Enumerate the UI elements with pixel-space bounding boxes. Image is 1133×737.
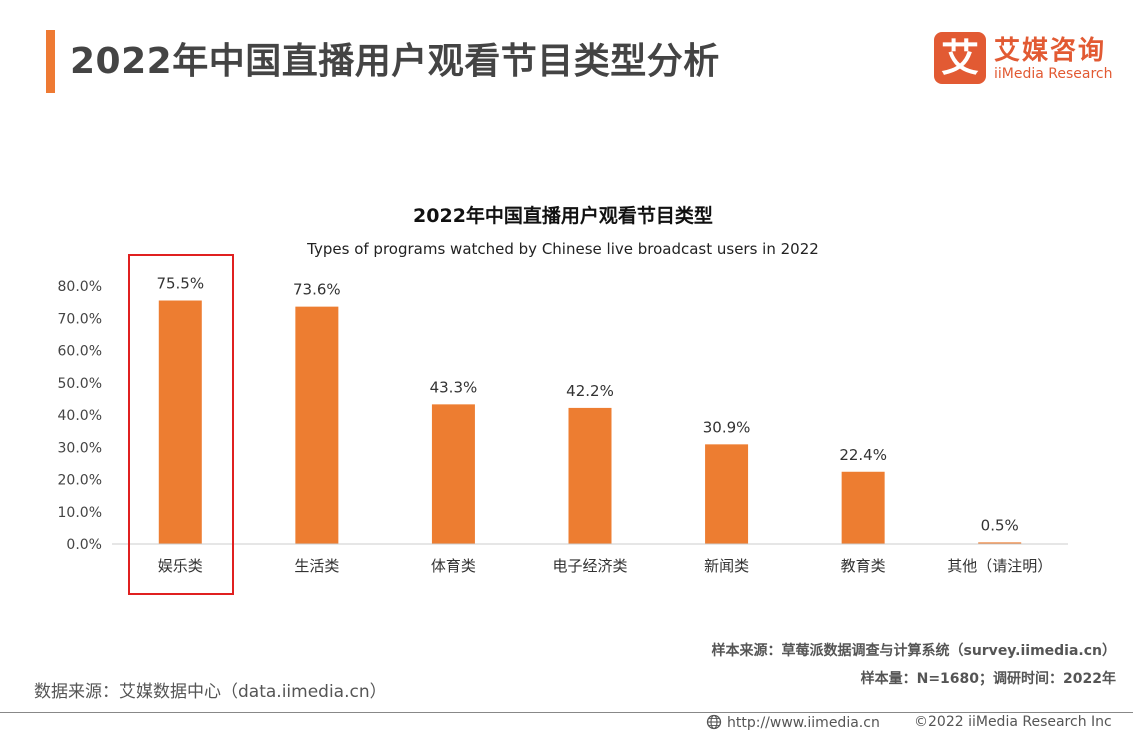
value-label: 30.9%: [703, 418, 751, 436]
category-label: 娱乐类: [158, 557, 203, 575]
bar: [705, 444, 749, 544]
iimedia-logo: 艾 艾媒咨询 iiMedia Research: [934, 30, 1124, 86]
y-tick-label: 60.0%: [58, 344, 102, 360]
footer-copyright: ©2022 iiMedia Research Inc: [914, 714, 1112, 730]
y-tick-label: 30.0%: [58, 440, 102, 456]
category-label: 其他（请注明）: [947, 557, 1052, 575]
x-axis: 娱乐类 生活类 体育类 电子经济类 新闻类 教育类 其他（请注明）: [158, 557, 1052, 575]
bar: [431, 404, 475, 544]
category-label: 体育类: [431, 557, 476, 575]
value-label: 73.6%: [293, 281, 341, 299]
sample-size: 样本量：N=1680；调研时间：2022年: [860, 671, 1116, 687]
data-source: 数据来源：艾媒数据中心（data.iimedia.cn）: [34, 682, 387, 702]
y-tick-label: 20.0%: [58, 473, 102, 489]
logo-mark: 艾: [934, 32, 986, 84]
y-axis: 0.0% 10.0% 20.0% 30.0% 40.0% 50.0% 60.0% 70.0% 8…: [58, 279, 102, 553]
footer-divider: [0, 712, 1133, 713]
y-tick-label: 0.0%: [66, 537, 102, 553]
value-label: 42.2%: [566, 382, 614, 400]
bar-chart: 2022年中国直播用户观看节目类型 Types of programs watc…: [58, 204, 1068, 575]
bar: [568, 407, 612, 544]
bar: [978, 542, 1022, 544]
y-tick-label: 10.0%: [58, 505, 102, 521]
y-tick-label: 80.0%: [58, 279, 102, 295]
value-label: 75.5%: [156, 275, 204, 293]
y-tick-label: 50.0%: [58, 376, 102, 392]
y-tick-label: 40.0%: [58, 408, 102, 424]
category-label: 电子经济类: [552, 557, 627, 575]
logo-cn-text: 艾媒咨询: [994, 36, 1107, 66]
highlight-box-entertainment: [128, 254, 234, 595]
logo-en-text: iiMedia Research: [994, 66, 1113, 82]
footer-url[interactable]: http://www.iimedia.cn: [706, 714, 880, 731]
chart-subtitle: Types of programs watched by Chinese liv…: [306, 240, 819, 258]
value-label: 22.4%: [839, 446, 887, 464]
category-label: 新闻类: [704, 557, 749, 575]
globe-icon: [706, 714, 722, 730]
page-title: 2022年中国直播用户观看节目类型分析: [70, 41, 720, 82]
bar: [158, 300, 202, 544]
sample-source: 样本来源：草莓派数据调查与计算系统（survey.iimedia.cn）: [711, 643, 1116, 659]
category-label: 生活类: [294, 557, 339, 575]
chart-title: 2022年中国直播用户观看节目类型: [413, 204, 713, 227]
bar: [841, 471, 885, 544]
y-tick-label: 70.0%: [58, 311, 102, 327]
bar: [295, 306, 339, 544]
value-label: 43.3%: [430, 378, 478, 396]
value-label: 0.5%: [981, 516, 1019, 534]
title-accent-bar: [46, 30, 55, 93]
bars: 75.5% 73.6% 43.3% 42.2% 30.9% 22.4% 0.5%: [156, 275, 1022, 544]
category-label: 教育类: [841, 557, 886, 575]
footer-url-text[interactable]: http://www.iimedia.cn: [727, 715, 880, 731]
